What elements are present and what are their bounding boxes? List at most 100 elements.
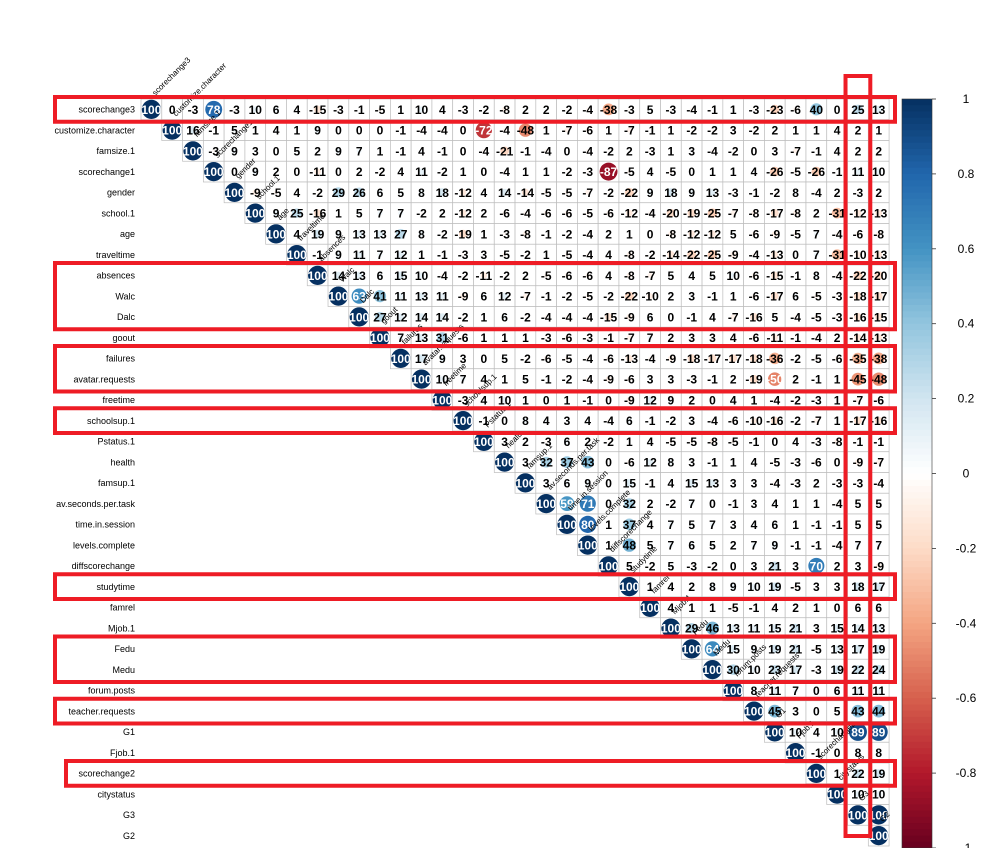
corr-value: 0: [543, 393, 550, 407]
row-label: customize.character: [54, 125, 135, 135]
corr-circle: [835, 501, 840, 506]
corr-circle: [855, 605, 861, 610]
corr-circle: [294, 107, 299, 112]
corr-circle: [252, 168, 259, 175]
colorbar-segment: [902, 610, 932, 618]
corr-circle: [752, 564, 756, 568]
corr-value: -19: [683, 207, 701, 221]
corr-circle: [586, 335, 590, 340]
colorbar-segment: [902, 785, 932, 793]
corr-circle: [708, 479, 716, 487]
colorbar-segment: [902, 336, 932, 344]
colorbar-segment: [902, 479, 932, 487]
corr-circle: [335, 230, 342, 237]
corr-value: 2: [813, 207, 820, 221]
corr-circle: [440, 170, 444, 173]
corr-circle: [377, 273, 383, 278]
corr-circle: [604, 313, 613, 321]
corr-value: 100: [786, 746, 806, 760]
corr-circle: [836, 419, 839, 422]
corr-circle: [565, 108, 569, 111]
colorbar-segment: [902, 161, 932, 169]
corr-circle: [836, 378, 839, 381]
corr-value: -16: [309, 207, 327, 221]
corr-value: 1: [626, 227, 633, 241]
corr-circle: [252, 189, 259, 196]
corr-value: 7: [855, 539, 862, 553]
corr-value: -6: [749, 290, 760, 304]
corr-value: -4: [541, 144, 552, 158]
corr-circle: [814, 459, 819, 465]
corr-value: 4: [647, 435, 654, 449]
corr-circle: [418, 231, 425, 237]
corr-value: 7: [397, 207, 404, 221]
corr-circle: [669, 419, 673, 422]
corr-circle: [811, 166, 822, 177]
corr-circle: [771, 624, 779, 632]
colorbar-segment: [902, 255, 932, 262]
row-label: av.seconds.per.task: [56, 499, 135, 509]
corr-circle: [354, 187, 365, 198]
corr-value: -6: [853, 227, 864, 241]
corr-circle: [793, 564, 798, 568]
colorbar-segment: [902, 698, 932, 706]
colorbar-segment: [902, 379, 932, 387]
colorbar-segment: [902, 585, 932, 593]
corr-value: 11: [852, 165, 865, 179]
corr-value: 100: [370, 331, 390, 345]
corr-circle: [543, 210, 549, 216]
corr-value: -5: [541, 269, 552, 283]
corr-circle: [770, 104, 780, 114]
corr-circle: [835, 543, 840, 548]
corr-circle: [482, 232, 485, 235]
corr-value: 19: [768, 580, 782, 594]
corr-value: -7: [520, 290, 531, 304]
corr-circle: [501, 188, 509, 196]
corr-value: -1: [811, 373, 822, 387]
corr-circle: [565, 377, 569, 381]
corr-value: -21: [496, 144, 514, 158]
corr-circle: [707, 208, 718, 218]
corr-circle: [585, 127, 591, 133]
corr-value: -12: [704, 227, 722, 241]
corr-value: -18: [745, 352, 763, 366]
corr-circle: [292, 208, 302, 218]
corr-circle: [668, 480, 673, 485]
corr-circle: [316, 149, 319, 153]
corr-circle: [874, 292, 883, 301]
corr-circle: [545, 129, 548, 132]
corr-value: -1: [645, 476, 656, 490]
colorbar-segment: [902, 398, 932, 406]
corr-circle: [607, 149, 610, 153]
row-label: Fjob.1: [110, 748, 135, 758]
corr-value: -2: [499, 269, 510, 283]
corr-circle: [794, 523, 797, 526]
corr-circle: [515, 473, 536, 493]
corr-circle: [355, 271, 363, 279]
corr-value: 1: [335, 207, 342, 221]
corr-value: 0: [481, 352, 488, 366]
colorbar-segment: [902, 629, 932, 637]
corr-value: -8: [499, 103, 510, 117]
corr-circle: [851, 372, 865, 386]
corr-value: -1: [395, 144, 406, 158]
corr-value: -2: [562, 103, 573, 117]
corr-circle: [357, 210, 362, 216]
corr-value: 44: [872, 705, 886, 719]
corr-value: 100: [682, 642, 702, 656]
corr-value: -15: [766, 269, 784, 283]
corr-circle: [666, 188, 675, 197]
colorbar-segment: [902, 323, 932, 331]
corr-value: 0: [356, 124, 363, 138]
corr-circle: [397, 271, 405, 280]
corr-value: 4: [834, 144, 841, 158]
corr-value: -8: [520, 227, 531, 241]
corr-value: -1: [707, 456, 718, 470]
corr-value: 5: [668, 559, 675, 573]
colorbar-segment: [902, 498, 932, 506]
corr-circle: [708, 188, 716, 196]
corr-circle: [649, 585, 652, 588]
colorbar-tick-label: 0.4: [958, 317, 975, 331]
corr-value: -10: [641, 290, 659, 304]
corr-value: 100: [183, 144, 203, 158]
